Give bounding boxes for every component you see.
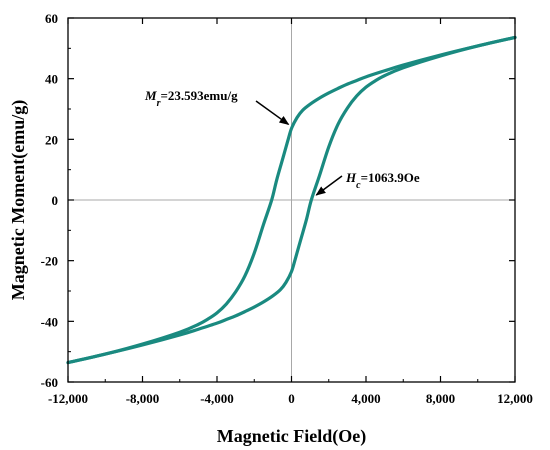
y-tick-label: 0	[52, 193, 59, 208]
series-branch-1	[66, 35, 517, 365]
annotation-value: =23.593emu/g	[160, 88, 238, 103]
zero-lines	[68, 18, 515, 382]
annotation-symbol: M	[144, 88, 157, 103]
y-tick-label: 20	[45, 132, 58, 147]
axis-ticks: -12,000 -8,000 -4,000 0 4,000 8,000 12,000 -60 -…	[41, 11, 533, 406]
y-tick-label: -60	[41, 375, 58, 390]
x-tick-label: 0	[288, 391, 295, 406]
x-tick-label: -12,000	[48, 391, 88, 406]
annotation-symbol: H	[345, 170, 357, 185]
x-tick-label: -4,000	[200, 391, 234, 406]
annotation-label: Hc=1063.9Oe	[345, 170, 420, 191]
annotation-subscript: c	[356, 180, 361, 191]
annotation-arrow	[255, 100, 290, 126]
x-tick-label: 4,000	[351, 391, 380, 406]
annotations: Mr=23.593emu/g Hc=1063.9Oe	[144, 88, 420, 196]
y-axis-title: Magnetic Moment(emu/g)	[8, 100, 29, 300]
y-tick-label: -40	[41, 314, 58, 329]
annotation-label: Mr=23.593emu/g	[144, 88, 238, 109]
x-tick-label: 12,000	[497, 391, 533, 406]
series-layer	[66, 35, 517, 365]
annotation-value: =1063.9Oe	[361, 170, 420, 185]
x-tick-label: -8,000	[126, 391, 160, 406]
series-branch-2	[66, 35, 517, 365]
y-tick-label: 60	[45, 11, 58, 26]
y-tick-label: 40	[45, 72, 58, 87]
x-axis-title: Magnetic Field(Oe)	[217, 426, 366, 447]
annotation-subscript: r	[157, 98, 161, 109]
x-tick-label: 8,000	[426, 391, 455, 406]
annotation-arrow	[315, 175, 343, 196]
y-tick-label: -20	[41, 254, 58, 269]
